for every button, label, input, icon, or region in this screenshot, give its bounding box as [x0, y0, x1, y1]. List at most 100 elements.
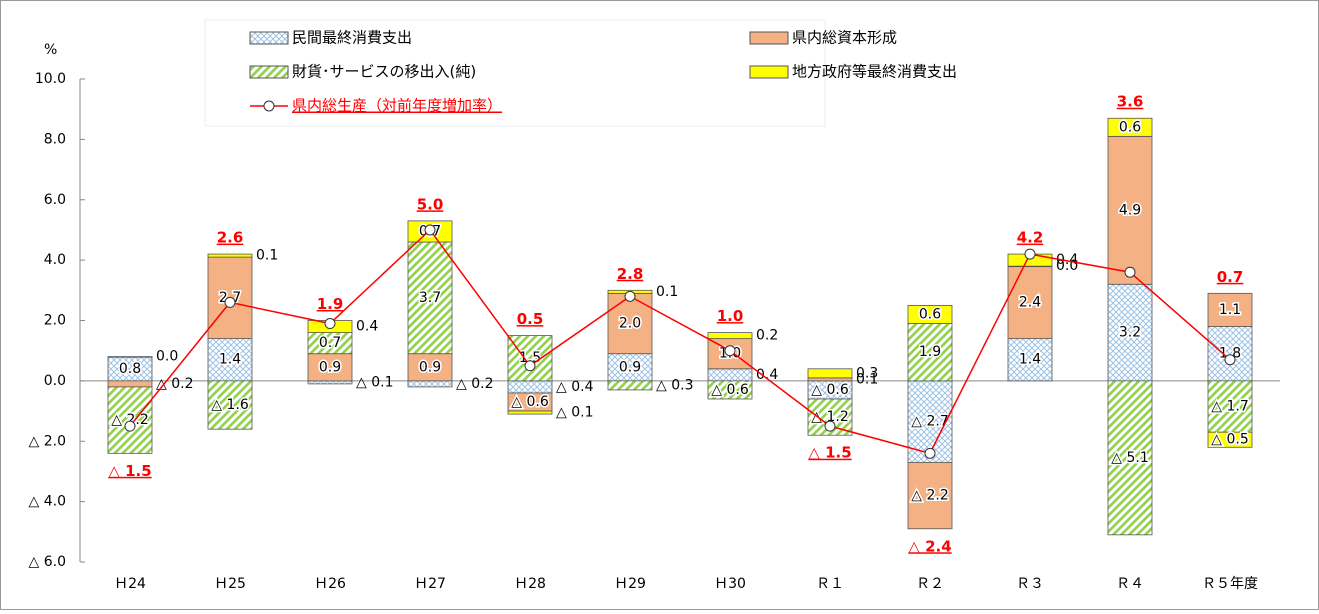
line — [129, 228, 1231, 455]
legend-swatch — [749, 65, 789, 79]
bar-segment — [107, 380, 153, 388]
x-tick-label: Ｒ５年度 — [1202, 576, 1258, 592]
data-label: 0.4 — [756, 367, 778, 383]
x-tick-label: Ｈ30 — [714, 576, 746, 592]
x-tick-label: Ｒ４ — [1116, 576, 1144, 592]
data-label: △ 2.7 — [911, 414, 948, 430]
data-label: 0.1 — [256, 248, 278, 264]
data-label: △ 1.7 — [1211, 399, 1248, 415]
data-label: 2.4 — [1019, 294, 1041, 310]
data-label: △ 0.2 — [156, 376, 193, 392]
data-label: 0.9 — [319, 359, 341, 375]
bar-segment — [1207, 292, 1253, 327]
line-marker — [1124, 266, 1136, 278]
data-label: △ 2.2 — [111, 412, 148, 428]
y-tick-label: 10.0 — [35, 71, 66, 87]
line-label: △ 1.5 — [108, 462, 151, 480]
data-label: △ 1.2 — [811, 409, 848, 425]
line-label: 1.9 — [317, 295, 344, 313]
bar-segment — [207, 380, 253, 430]
y-tick-label: △ 6.0 — [29, 554, 66, 570]
data-label: 0.9 — [419, 359, 441, 375]
bar-segment — [107, 356, 153, 358]
legend-swatch — [249, 31, 289, 45]
legend-label: 県内総資本形成 — [792, 29, 897, 47]
legend-marker — [263, 100, 275, 112]
bar-segment — [307, 380, 353, 385]
bar-segment — [607, 353, 653, 382]
x-tick-label: Ｒ２ — [916, 576, 944, 592]
bar-segment — [407, 241, 453, 355]
x-tick-label: Ｒ１ — [816, 576, 844, 592]
bar-segment — [607, 380, 653, 391]
data-label: △ 0.1 — [356, 374, 393, 390]
data-label: 1.4 — [1019, 352, 1041, 368]
y-tick-label: 8.0 — [44, 131, 66, 147]
bar-segment — [407, 353, 453, 382]
bar-segment — [507, 335, 553, 382]
data-label: △ 0.2 — [456, 376, 493, 392]
line-label: △ 1.5 — [808, 444, 851, 462]
bar-segment — [907, 461, 953, 530]
legend-label: 地方政府等最終消費支出 — [792, 63, 957, 81]
line-marker — [1024, 248, 1036, 260]
data-label: 3.2 — [1119, 325, 1141, 341]
bar-segment — [507, 410, 553, 415]
y-tick-label: 4.0 — [44, 252, 66, 268]
data-label: 0.4 — [356, 319, 378, 335]
data-label: 0.9 — [619, 359, 641, 375]
bar-segment — [1107, 380, 1153, 536]
y-tick-label: △ 4.0 — [29, 494, 66, 510]
x-tick-label: Ｈ25 — [214, 576, 246, 592]
x-tick-label: Ｒ３ — [1016, 576, 1044, 592]
line-marker — [324, 318, 336, 330]
line-label: 4.2 — [1017, 229, 1044, 247]
data-label: △ 0.6 — [811, 382, 849, 398]
legend-label: 県内総生産（対前年度増加率） — [292, 97, 502, 115]
bar-segment — [807, 377, 853, 382]
data-label: 0.3 — [856, 365, 878, 381]
data-label: △ 0.1 — [556, 405, 593, 421]
data-label: △ 1.6 — [211, 397, 249, 413]
line-label: 0.5 — [517, 310, 544, 328]
line-marker — [1224, 354, 1236, 366]
data-label: 0.7 — [319, 335, 341, 351]
line-label: 2.8 — [617, 265, 644, 283]
data-label: 0.1 — [656, 284, 678, 300]
line-marker — [724, 345, 736, 357]
bar-segment — [707, 380, 753, 400]
x-tick-label: Ｈ28 — [514, 576, 546, 592]
bar-segment — [407, 380, 453, 388]
data-label: △ 0.5 — [1211, 432, 1248, 448]
legend-box — [204, 19, 826, 127]
x-tick-label: Ｈ24 — [114, 576, 146, 592]
y-tick-label: 0.0 — [44, 373, 66, 389]
bar-segment — [707, 332, 753, 340]
data-label: 0.8 — [119, 361, 141, 377]
line-label: 1.0 — [717, 307, 744, 325]
line-marker — [824, 420, 836, 432]
line-marker — [624, 290, 636, 302]
bar-segment — [1207, 431, 1253, 448]
legend-swatch — [749, 31, 789, 45]
line-marker — [124, 420, 136, 432]
bar-segment — [907, 323, 953, 382]
line-marker — [224, 296, 236, 308]
legend-label: 財貨･サービスの移出入(純) — [292, 63, 476, 81]
bar-segment — [1107, 117, 1153, 137]
data-label: △ 2.2 — [911, 488, 948, 504]
data-label: 0.6 — [1119, 119, 1141, 135]
data-label: △ 0.4 — [556, 379, 594, 395]
line-marker — [524, 360, 536, 372]
line-marker — [924, 447, 936, 459]
y-tick-label: 6.0 — [44, 192, 66, 208]
bar-segment — [507, 380, 553, 394]
x-tick-label: Ｈ27 — [414, 576, 446, 592]
bar-segment — [1007, 265, 1053, 340]
data-label: 1.1 — [1219, 302, 1241, 318]
line-marker — [424, 224, 436, 236]
legend-label: 民間最終消費支出 — [292, 29, 412, 47]
data-label: 0.2 — [756, 328, 778, 344]
data-label: 2.0 — [619, 316, 641, 332]
